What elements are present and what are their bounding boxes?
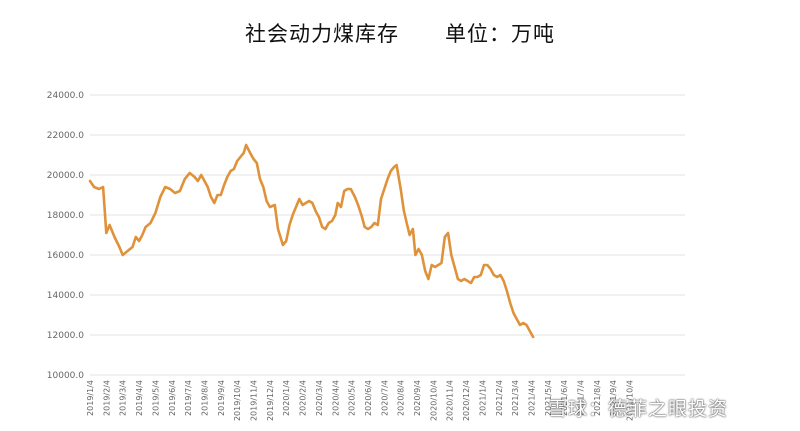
y-tick-label: 20000.0 (47, 171, 84, 181)
x-tick-label: 2021/9/4 (609, 380, 618, 416)
chart-title-row: 社会动力煤库存 单位：万吨 (0, 18, 800, 48)
x-tick-label: 2020/6/4 (364, 380, 373, 416)
x-tick-label: 2021/7/4 (577, 380, 586, 416)
x-tick-label: 2020/12/4 (462, 380, 471, 421)
y-tick-label: 12000.0 (47, 331, 84, 341)
x-tick-label: 2020/11/4 (446, 380, 455, 421)
x-tick-label: 2019/6/4 (168, 380, 177, 416)
x-tick-label: 2021/2/4 (495, 380, 504, 416)
x-tick-label: 2020/10/4 (429, 380, 438, 421)
x-tick-label: 2019/7/4 (184, 380, 193, 416)
x-tick-label: 2019/1/4 (86, 380, 95, 416)
series-line (88, 143, 535, 339)
chart-title: 社会动力煤库存 (244, 22, 399, 46)
watermark: 雪球：德菲之眼投资 (548, 398, 729, 420)
x-tick-label: 2019/12/4 (266, 380, 275, 421)
x-tick-label: 2020/1/4 (282, 380, 291, 416)
x-tick-label: 2020/9/4 (413, 380, 422, 416)
y-tick-label: 10000.0 (47, 371, 84, 381)
x-tick-label: 2021/1/4 (478, 380, 487, 416)
gridlines (90, 94, 685, 376)
x-tick-label: 2019/2/4 (102, 380, 111, 416)
x-tick-label: 2020/8/4 (397, 380, 406, 416)
x-tick-label: 2020/2/4 (299, 380, 308, 416)
x-tick-label: 2021/3/4 (511, 380, 520, 416)
y-tick-label: 16000.0 (47, 251, 84, 261)
x-tick-label: 2021/8/4 (593, 380, 602, 416)
x-tick-label: 2021/5/4 (544, 380, 553, 416)
x-tick-label: 2021/10/4 (626, 380, 635, 421)
x-tick-label: 2019/10/4 (233, 380, 242, 421)
x-tick-label: 2020/5/4 (348, 380, 357, 416)
x-axis-tick-labels: 2019/1/4 2019/2/4 2019/3/4 2019/4/4 2019/5/4… (86, 380, 635, 421)
y-tick-label: 14000.0 (47, 291, 84, 301)
x-tick-label: 2020/3/4 (315, 380, 324, 416)
x-tick-label: 2019/8/4 (200, 380, 209, 416)
x-tick-label: 2019/3/4 (119, 380, 128, 416)
x-tick-label: 2021/4/4 (527, 380, 536, 416)
unit-label: 单位：万吨 (445, 22, 556, 46)
x-tick-label: 2019/4/4 (135, 380, 144, 416)
x-tick-label: 2020/4/4 (331, 380, 340, 416)
x-tick-label: 2019/11/4 (250, 380, 259, 421)
y-axis-tick-labels: 24000.0 22000.0 20000.0 18000.0 16000.0 14000… (47, 91, 84, 381)
series-group (88, 143, 535, 339)
x-tick-label: 2020/7/4 (380, 380, 389, 416)
x-tick-label: 2019/9/4 (217, 380, 226, 416)
x-tick-label: 2021/6/4 (560, 380, 569, 416)
x-tick-label: 2019/5/4 (151, 380, 160, 416)
y-tick-label: 18000.0 (47, 211, 84, 221)
y-tick-label: 24000.0 (47, 91, 84, 101)
y-tick-label: 22000.0 (47, 131, 84, 141)
